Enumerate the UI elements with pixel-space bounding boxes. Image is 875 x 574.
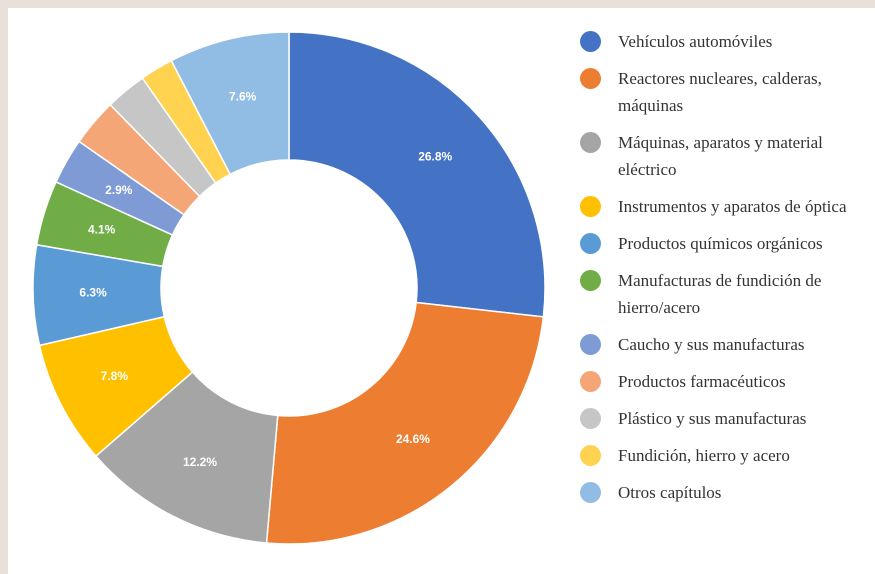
legend-label: Vehículos automóviles — [618, 32, 773, 51]
chart: 26.8% 24.6% 12.2% 7.8% 6.3% 4.1% 2.9% 7.6% — [32, 31, 546, 545]
legend-item: Máquinas, aparatos y material eléctrico — [580, 129, 860, 183]
legend-item: Reactores nucleares, calderas, máquinas — [580, 65, 860, 119]
chart-frame: 26.8% 24.6% 12.2% 7.8% 6.3% 4.1% 2.9% 7.6% Vehí… — [8, 8, 875, 574]
legend-label: Máquinas, aparatos y material eléctrico — [618, 133, 823, 179]
legend-label: Manufacturas de fundición de hierro/acer… — [618, 271, 822, 317]
data-label: 4.1% — [88, 223, 116, 237]
legend-item: Productos farmacéuticos — [580, 368, 860, 395]
legend-marker — [580, 270, 601, 291]
legend-marker — [580, 371, 601, 392]
legend-marker — [580, 482, 601, 503]
legend-marker — [580, 132, 601, 153]
data-label: 7.8% — [101, 369, 129, 383]
legend-item: Plástico y sus manufacturas — [580, 405, 860, 432]
data-label: 7.6% — [229, 90, 257, 104]
data-label: 26.8% — [418, 150, 452, 164]
legend-item: Productos químicos orgánicos — [580, 230, 860, 257]
legend-label: Caucho y sus manufacturas — [618, 335, 805, 354]
legend-marker — [580, 445, 601, 466]
legend-marker — [580, 196, 601, 217]
legend-label: Productos químicos orgánicos — [618, 234, 823, 253]
legend-item: Manufacturas de fundición de hierro/acer… — [580, 267, 860, 321]
data-label: 24.6% — [396, 432, 430, 446]
slice — [265, 301, 545, 545]
legend-label: Reactores nucleares, calderas, máquinas — [618, 69, 822, 115]
legend-marker — [580, 233, 601, 254]
legend-item: Otros capítulos — [580, 479, 860, 506]
data-label: 2.9% — [105, 183, 133, 197]
legend-marker — [580, 31, 601, 52]
legend-item: Vehículos automóviles — [580, 28, 860, 55]
legend-item: Instrumentos y aparatos de óptica — [580, 193, 860, 220]
legend-marker — [580, 334, 601, 355]
legend-item: Fundición, hierro y acero — [580, 442, 860, 469]
legend-label: Fundición, hierro y acero — [618, 446, 790, 465]
data-label: 6.3% — [79, 286, 107, 300]
legend: Vehículos automóviles Reactores nucleares… — [580, 28, 860, 516]
legend-label: Productos farmacéuticos — [618, 372, 786, 391]
slice — [288, 31, 546, 318]
legend-label: Otros capítulos — [618, 483, 722, 502]
legend-marker — [580, 68, 601, 89]
legend-item: Caucho y sus manufacturas — [580, 331, 860, 358]
data-label: 12.2% — [183, 455, 217, 469]
legend-label: Instrumentos y aparatos de óptica — [618, 197, 847, 216]
legend-marker — [580, 408, 601, 429]
legend-label: Plástico y sus manufacturas — [618, 409, 807, 428]
slice — [170, 31, 290, 176]
